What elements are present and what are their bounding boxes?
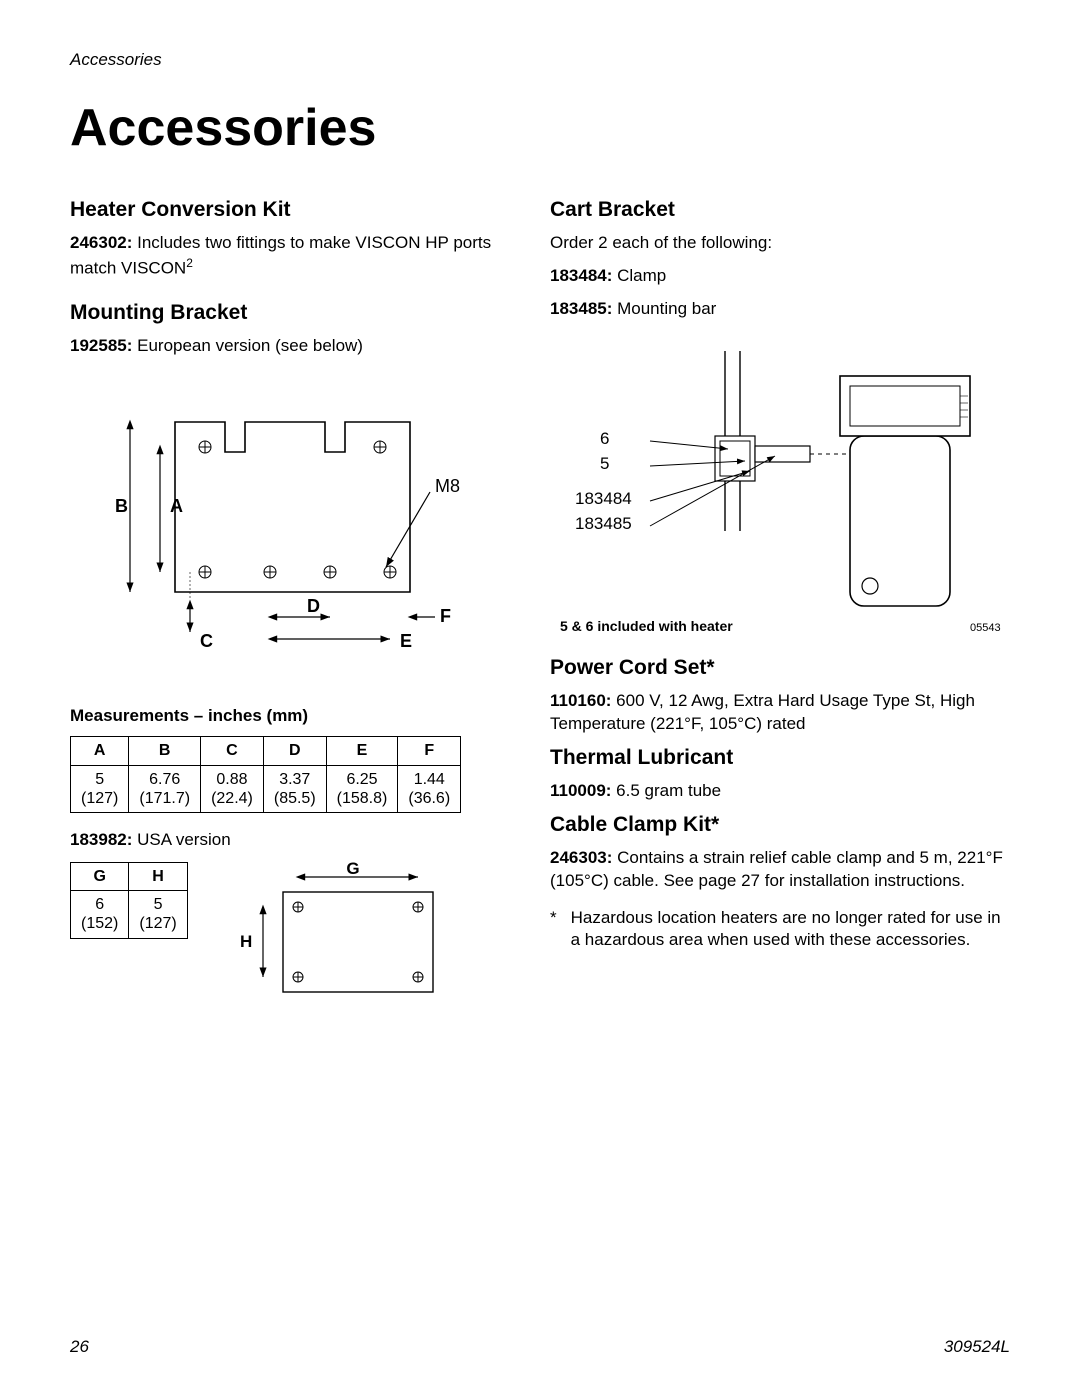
- t1-cell: 6.76(171.7): [129, 765, 201, 812]
- power-cord-partnum: 110160:: [550, 691, 611, 710]
- t1-h-C: C: [201, 737, 264, 765]
- two-column-layout: Heater Conversion Kit 246302: Includes t…: [70, 188, 1010, 1012]
- t2-h-H: H: [129, 862, 187, 890]
- cart-clamp: 183484: Clamp: [550, 265, 1010, 288]
- svg-text:E: E: [400, 631, 412, 651]
- heater-kit-partnum: 246302:: [70, 233, 132, 252]
- heater-kit-sup: 2: [186, 256, 193, 270]
- t1-cell: 6.25(158.8): [326, 765, 398, 812]
- heater-kit-desc: Includes two fittings to make VISCON HP …: [70, 233, 491, 278]
- cable-clamp-text: 246303: Contains a strain relief cable c…: [550, 847, 1010, 893]
- measurement-table-2: G H 6(152) 5(127): [70, 862, 188, 939]
- measurement-table-1: A B C D E F 5(127) 6.76(171.7) 0.88(22.4…: [70, 736, 461, 813]
- t1-h-A: A: [71, 737, 129, 765]
- heater-kit-text: 246302: Includes two fittings to make VI…: [70, 232, 510, 281]
- t1-cell: 3.37(85.5): [263, 765, 326, 812]
- right-column: Cart Bracket Order 2 each of the followi…: [550, 188, 1010, 1012]
- t1-cell: 1.44(36.6): [398, 765, 461, 812]
- cable-clamp-partnum: 246303:: [550, 848, 612, 867]
- usa-partnum: 183982:: [70, 830, 132, 849]
- cable-clamp-title: Cable Clamp Kit*: [550, 813, 1010, 837]
- footer-doc-number: 309524L: [944, 1337, 1010, 1357]
- bar-desc: Mounting bar: [612, 299, 716, 318]
- svg-text:F: F: [440, 606, 451, 626]
- svg-text:D: D: [307, 596, 320, 616]
- mounting-bracket-euro: 192585: European version (see below): [70, 335, 510, 358]
- svg-text:G: G: [346, 862, 359, 878]
- page-root: Accessories Accessories Heater Conversio…: [0, 0, 1080, 1397]
- power-cord-title: Power Cord Set*: [550, 656, 1010, 680]
- mounting-euro-desc: European version (see below): [132, 336, 363, 355]
- svg-text:6: 6: [600, 429, 609, 448]
- cart-order-text: Order 2 each of the following:: [550, 232, 1010, 255]
- svg-text:05543: 05543: [970, 622, 1001, 634]
- measurement-label: Measurements – inches (mm): [70, 706, 510, 726]
- svg-text:A: A: [170, 496, 183, 516]
- footer-page-number: 26: [70, 1337, 89, 1357]
- clamp-desc: Clamp: [612, 266, 666, 285]
- clamp-partnum: 183484:: [550, 266, 612, 285]
- thermal-desc: 6.5 gram tube: [611, 781, 721, 800]
- bar-partnum: 183485:: [550, 299, 612, 318]
- cart-bracket-title: Cart Bracket: [550, 198, 1010, 222]
- hazardous-footnote: * Hazardous location heaters are no long…: [550, 907, 1010, 953]
- thermal-partnum: 110009:: [550, 781, 611, 800]
- svg-text:M8: M8: [435, 476, 460, 496]
- page-footer: 26 309524L: [70, 1337, 1010, 1357]
- t1-h-B: B: [129, 737, 201, 765]
- svg-text:B: B: [115, 496, 128, 516]
- t2-cell: 6(152): [71, 891, 129, 938]
- power-cord-desc: 600 V, 12 Awg, Extra Hard Usage Type St,…: [550, 691, 975, 733]
- heater-kit-title: Heater Conversion Kit: [70, 198, 510, 222]
- svg-text:5 & 6 included with heater: 5 & 6 included with heater: [560, 618, 733, 634]
- thermal-title: Thermal Lubricant: [550, 746, 1010, 770]
- t1-cell: 0.88(22.4): [201, 765, 264, 812]
- left-column: Heater Conversion Kit 246302: Includes t…: [70, 188, 510, 1012]
- svg-text:5: 5: [600, 454, 609, 473]
- running-header: Accessories: [70, 50, 1010, 70]
- thermal-text: 110009: 6.5 gram tube: [550, 780, 1010, 803]
- t1-h-E: E: [326, 737, 398, 765]
- t1-h-D: D: [263, 737, 326, 765]
- usa-desc: USA version: [132, 830, 230, 849]
- usa-row: G H 6(152) 5(127): [70, 862, 510, 1012]
- mounting-bracket-usa: 183982: USA version: [70, 829, 510, 852]
- t1-cell: 5(127): [71, 765, 129, 812]
- t2-cell: 5(127): [129, 891, 187, 938]
- power-cord-text: 110160: 600 V, 12 Awg, Extra Hard Usage …: [550, 690, 1010, 736]
- footnote-text: Hazardous location heaters are no longer…: [571, 907, 1010, 953]
- mounting-euro-partnum: 192585:: [70, 336, 132, 355]
- usa-bracket-diagram: G H: [228, 862, 448, 1012]
- t2-h-G: G: [71, 862, 129, 890]
- footnote-marker: *: [550, 907, 557, 953]
- t1-h-F: F: [398, 737, 461, 765]
- page-title: Accessories: [70, 98, 1010, 158]
- mounting-bracket-diagram: B A C D E F M8: [70, 397, 480, 677]
- svg-text:C: C: [200, 631, 213, 651]
- cart-bracket-diagram: 6 5 183484 183485 5 & 6 included with he…: [550, 341, 1010, 641]
- svg-text:H: H: [240, 932, 252, 951]
- cart-bar: 183485: Mounting bar: [550, 298, 1010, 321]
- cable-clamp-desc: Contains a strain relief cable clamp and…: [550, 848, 1003, 890]
- svg-text:183485: 183485: [575, 514, 632, 533]
- svg-text:183484: 183484: [575, 489, 632, 508]
- mounting-bracket-title: Mounting Bracket: [70, 301, 510, 325]
